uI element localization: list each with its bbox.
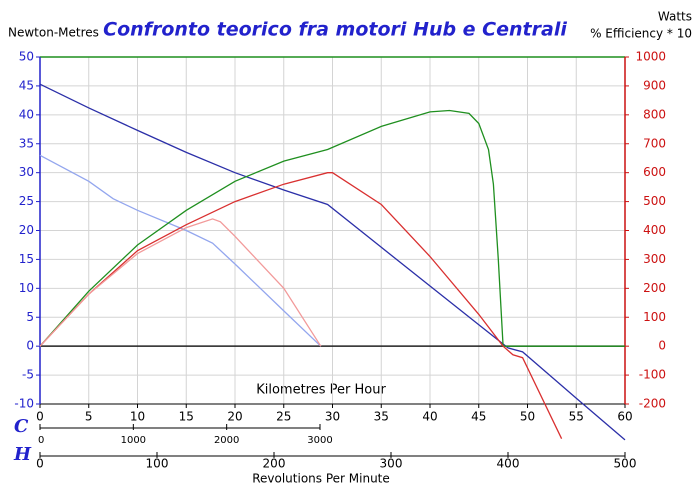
chart-title: Confronto teorico fra motori Hub e Centr… [103,19,567,41]
x-tick-label: 15 [179,410,194,424]
x-axis-label: Revolutions Per Minute [252,472,390,486]
x-tick-label: 5 [85,410,93,424]
y2-tick-label: 600 [643,165,666,179]
rpm-tick-label: 200 [263,457,286,471]
series-line [39,218,322,347]
y2-axis-label: % Efficiency * 10 [590,27,692,41]
y-tick-label: 30 [19,165,34,179]
y2-tick-label: 1000 [635,50,666,64]
rpm-tick-label: 2000 [214,435,239,446]
rpm-tick-label: 100 [146,457,169,471]
x-tick-label: 60 [617,410,632,424]
x-tick-label: 35 [374,410,389,424]
y2-tick-label: 300 [643,252,666,266]
rpm-axis-label: C [14,416,29,437]
y2-tick-label: 200 [643,281,666,295]
x-tick-label: 0 [36,410,44,424]
series-line [39,83,626,441]
rpm-tick-label: 400 [497,457,520,471]
y-axis-label: Newton-Metres [8,26,99,40]
y-tick-label: 40 [19,107,34,121]
x-axis-label: Kilometres Per Hour [256,383,386,398]
y2-tick-label: 800 [643,107,666,121]
y-tick-label: -5 [22,368,34,382]
y2-tick-label: 500 [643,194,666,208]
rpm-tick-label: 300 [380,457,403,471]
y-tick-label: 20 [19,223,34,237]
rpm-tick-label: 3000 [307,435,332,446]
y-tick-label: 25 [19,194,34,208]
x-tick-label: 25 [276,410,291,424]
y-tick-label: 35 [19,136,34,150]
rpm-tick-label: 0 [36,457,44,471]
y2-tick-label: -200 [639,397,666,411]
y2-tick-label: 0 [658,339,666,353]
x-tick-label: 20 [227,410,242,424]
y-tick-label: 50 [19,50,34,64]
y-tick-label: 15 [19,252,34,266]
y-tick-label: 0 [26,339,34,353]
x-tick-label: 50 [520,410,535,424]
rpm-tick-label: 0 [38,435,44,446]
x-tick-label: 45 [471,410,486,424]
series-line [39,172,563,439]
rpm-tick-label: 1000 [121,435,146,446]
y-tick-label: 5 [26,310,34,324]
y2-tick-label: -100 [639,368,666,382]
y-tick-label: 10 [19,281,34,295]
rpm-axis-label: H [13,444,32,465]
rpm-tick-label: 500 [614,457,637,471]
x-tick-label: 55 [569,410,584,424]
series-line [39,154,322,347]
y-tick-label: -10 [14,397,34,411]
x-tick-label: 30 [325,410,340,424]
y2-tick-label: 100 [643,310,666,324]
y2-tick-label: 900 [643,78,666,92]
y2-tick-label: 400 [643,223,666,237]
y2-axis-label: Watts [658,10,692,24]
x-tick-label: 40 [422,410,437,424]
y2-tick-label: 700 [643,136,666,150]
series-line [39,109,625,347]
y-tick-label: 45 [19,78,34,92]
x-tick-label: 10 [130,410,145,424]
